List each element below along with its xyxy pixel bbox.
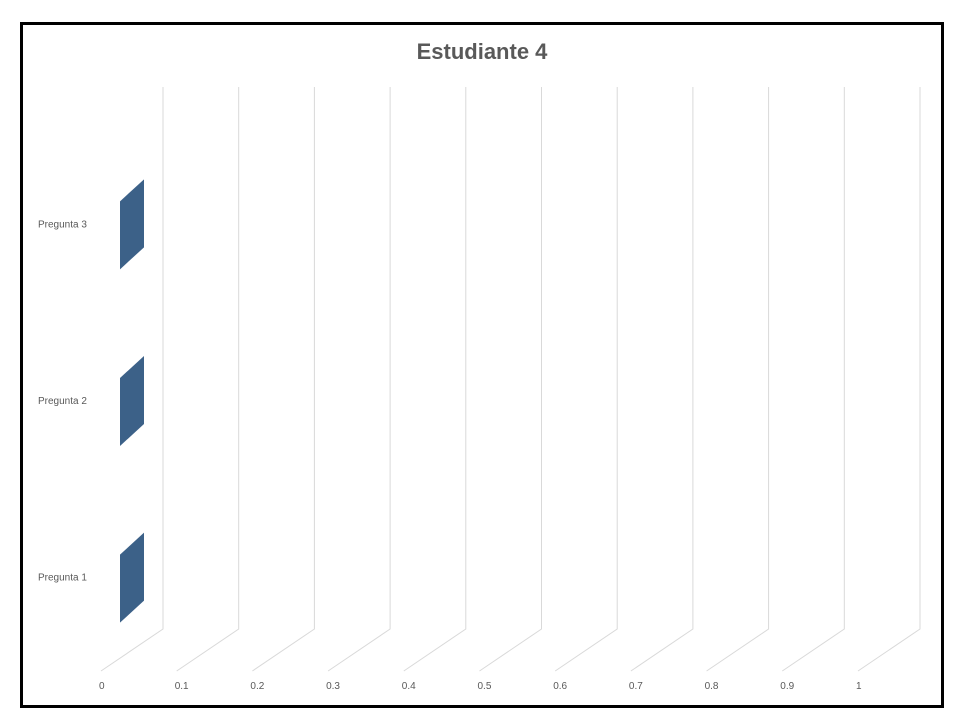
x-tick-label: 0.4	[402, 681, 416, 692]
gridline	[403, 87, 467, 672]
gridline	[479, 87, 542, 672]
y-tick-label: Pregunta 3	[38, 219, 87, 230]
bar	[120, 532, 144, 623]
bar	[120, 179, 144, 270]
gridline	[327, 87, 391, 672]
x-tick-label: 0.8	[705, 681, 719, 692]
gridline	[252, 87, 315, 672]
x-tick-label: 0	[99, 681, 105, 692]
gridline	[857, 87, 921, 672]
gridline	[176, 87, 240, 672]
x-tick-label: 0.3	[326, 681, 340, 692]
bar	[120, 356, 144, 446]
chart-frame: Estudiante 4 0 0.1 0.2 0.3 0.4 0.5 0.6 0.7 0.8 0.…	[20, 22, 944, 708]
x-tick-label: 1	[856, 681, 862, 692]
x-tick-label: 0.6	[553, 681, 567, 692]
y-tick-label: Pregunta 2	[38, 396, 87, 407]
gridline	[554, 87, 618, 672]
x-tick-label: 0.1	[175, 681, 189, 692]
gridline	[630, 87, 694, 672]
gridline	[706, 87, 770, 672]
bar-chart-plot: 0 0.1 0.2 0.3 0.4 0.5 0.6 0.7 0.8 0.9 1 Pregunta 1 P…	[38, 87, 921, 692]
chart-title: Estudiante 4	[416, 39, 548, 64]
x-tick-label: 0.2	[250, 681, 264, 692]
gridline	[782, 87, 845, 672]
y-tick-label: Pregunta 1	[38, 573, 87, 584]
gridline	[100, 87, 164, 672]
x-tick-label: 0.9	[780, 681, 794, 692]
x-tick-label: 0.7	[629, 681, 643, 692]
x-tick-label: 0.5	[478, 681, 492, 692]
